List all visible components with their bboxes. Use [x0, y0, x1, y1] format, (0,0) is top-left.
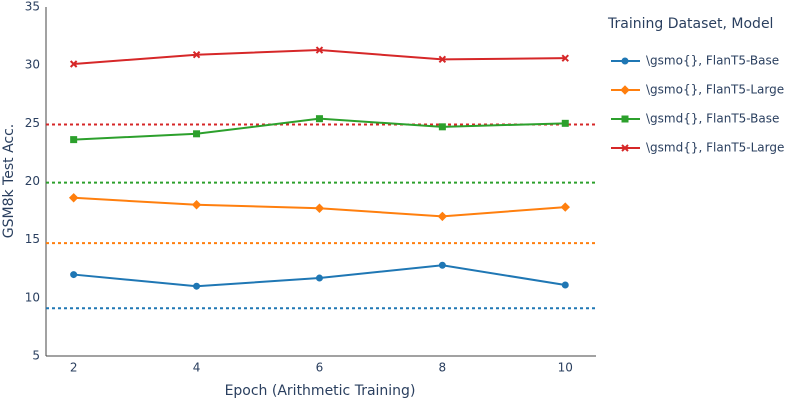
y-tick-label: 10 — [25, 290, 40, 304]
marker — [560, 202, 570, 212]
marker — [561, 119, 569, 127]
marker — [70, 271, 78, 279]
marker — [561, 54, 569, 62]
series-line — [73, 49, 566, 66]
x-tick-label: 8 — [439, 361, 447, 375]
y-tick-label: 5 — [32, 349, 40, 363]
marker — [193, 282, 201, 290]
marker — [68, 193, 79, 203]
y-axis-label: GSM8k Test Acc. — [1, 124, 17, 238]
legend-marker — [620, 85, 630, 95]
x-tick-label: 2 — [70, 361, 78, 375]
marker — [69, 60, 78, 68]
marker — [438, 55, 447, 64]
y-tick-label: 15 — [25, 232, 40, 246]
marker — [561, 281, 569, 289]
y-tick-label: 35 — [25, 0, 40, 14]
legend-label: \gsmo{}, FlanT5-Large — [646, 83, 784, 97]
legend-marker — [621, 144, 629, 152]
marker — [437, 211, 448, 222]
legend-label: \gsmd{}, FlanT5-Base — [646, 112, 779, 126]
x-tick-label: 6 — [316, 361, 324, 375]
x-tick-label: 10 — [558, 361, 573, 375]
marker — [193, 130, 201, 138]
y-tick-label: 30 — [25, 58, 40, 72]
marker — [315, 46, 324, 54]
x-tick-label: 4 — [193, 361, 201, 375]
legend-marker — [621, 57, 629, 65]
legend-marker — [621, 115, 629, 123]
marker — [315, 115, 323, 123]
marker — [438, 123, 446, 131]
legend-label: \gsmo{}, FlanT5-Base — [646, 54, 779, 68]
y-tick-label: 25 — [25, 116, 40, 130]
y-tick-label: 20 — [25, 174, 40, 188]
marker — [191, 200, 202, 210]
marker — [315, 274, 323, 282]
legend-label: \gsmd{}, FlanT5-Large — [646, 141, 784, 155]
marker — [70, 136, 78, 144]
legend-title: Training Dataset, Model — [607, 16, 773, 32]
x-axis-label: Epoch (Arithmetic Training) — [225, 383, 416, 399]
marker — [314, 203, 325, 213]
marker — [192, 50, 201, 59]
marker — [438, 261, 446, 269]
